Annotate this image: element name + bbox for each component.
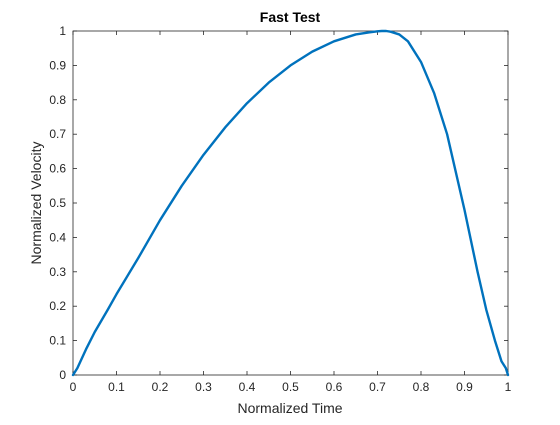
y-tick-label: 1 (59, 24, 66, 38)
x-axis-title: Normalized Time (237, 400, 342, 416)
y-tick-label: 0.4 (49, 230, 66, 244)
x-tick-label: 1 (505, 380, 512, 394)
y-tick-label: 0 (59, 368, 66, 382)
x-tick-label: 0.1 (108, 380, 125, 394)
y-tick-label: 0.6 (49, 162, 66, 176)
y-axis-title: Normalized Velocity (28, 142, 44, 265)
y-tick-label: 0.9 (49, 58, 66, 72)
y-tick-label: 0.3 (49, 265, 66, 279)
x-tick-label: 0.8 (413, 380, 430, 394)
x-tick-label: 0.2 (152, 380, 169, 394)
x-tick-label: 0.5 (282, 380, 299, 394)
y-tick-label: 0.7 (49, 127, 66, 141)
y-tick-label: 0.1 (49, 334, 66, 348)
x-tick-label: 0.7 (369, 380, 386, 394)
axes-layer (73, 31, 508, 375)
y-tick-label: 0.8 (49, 93, 66, 107)
x-tick-label: 0.6 (326, 380, 343, 394)
x-tick-label: 0.4 (239, 380, 256, 394)
x-tick-label: 0 (70, 380, 77, 394)
plot-area (73, 31, 508, 375)
y-tick-label: 0.2 (49, 299, 66, 313)
x-tick-label: 0.9 (456, 380, 473, 394)
y-tick-label: 0.5 (49, 196, 66, 210)
chart-title: Fast Test (260, 9, 321, 25)
x-tick-label: 0.3 (195, 380, 212, 394)
